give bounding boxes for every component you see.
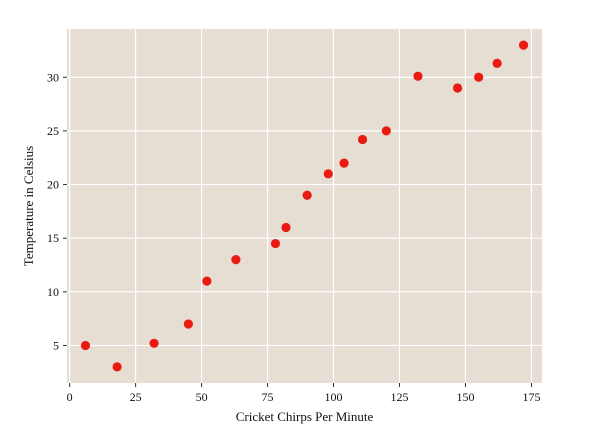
data-point bbox=[270, 238, 281, 249]
data-point bbox=[149, 338, 159, 348]
data-point bbox=[302, 190, 312, 200]
data-point bbox=[339, 158, 349, 168]
x-axis-ticks: 0 25 50 75 100 125 150 175 bbox=[67, 383, 540, 404]
x-tick-label: 25 bbox=[130, 390, 142, 404]
data-point bbox=[183, 319, 193, 329]
x-tick-label: 100 bbox=[325, 390, 343, 404]
data-point bbox=[202, 276, 212, 286]
x-tick-label: 75 bbox=[262, 390, 274, 404]
x-tick-label: 125 bbox=[391, 390, 409, 404]
data-point bbox=[80, 340, 91, 351]
data-point bbox=[474, 72, 484, 82]
x-tick-label: 50 bbox=[196, 390, 208, 404]
x-tick-label: 0 bbox=[67, 390, 73, 404]
y-tick-label: 15 bbox=[47, 231, 59, 245]
data-point bbox=[381, 126, 391, 136]
y-tick-label: 30 bbox=[47, 70, 59, 84]
x-tick-label: 175 bbox=[522, 390, 540, 404]
y-axis-ticks: 5 10 15 20 25 30 bbox=[47, 70, 67, 352]
grid-lines bbox=[67, 29, 542, 383]
data-point bbox=[492, 58, 502, 68]
plot-background bbox=[67, 29, 542, 383]
y-axis-label: Temperature in Celsius bbox=[21, 146, 36, 266]
data-point bbox=[323, 169, 333, 179]
data-point bbox=[357, 134, 368, 145]
data-points bbox=[80, 40, 529, 372]
y-tick-label: 10 bbox=[47, 285, 59, 299]
data-point bbox=[413, 71, 423, 81]
data-point bbox=[231, 255, 241, 265]
y-tick-label: 25 bbox=[47, 124, 59, 138]
data-point bbox=[281, 222, 291, 233]
x-tick-label: 150 bbox=[456, 390, 474, 404]
data-point bbox=[112, 362, 122, 372]
data-point bbox=[452, 83, 463, 93]
y-tick-label: 20 bbox=[47, 178, 59, 192]
y-tick-label: 5 bbox=[53, 338, 59, 352]
x-axis-label: Cricket Chirps Per Minute bbox=[236, 409, 374, 424]
data-point bbox=[518, 40, 529, 50]
